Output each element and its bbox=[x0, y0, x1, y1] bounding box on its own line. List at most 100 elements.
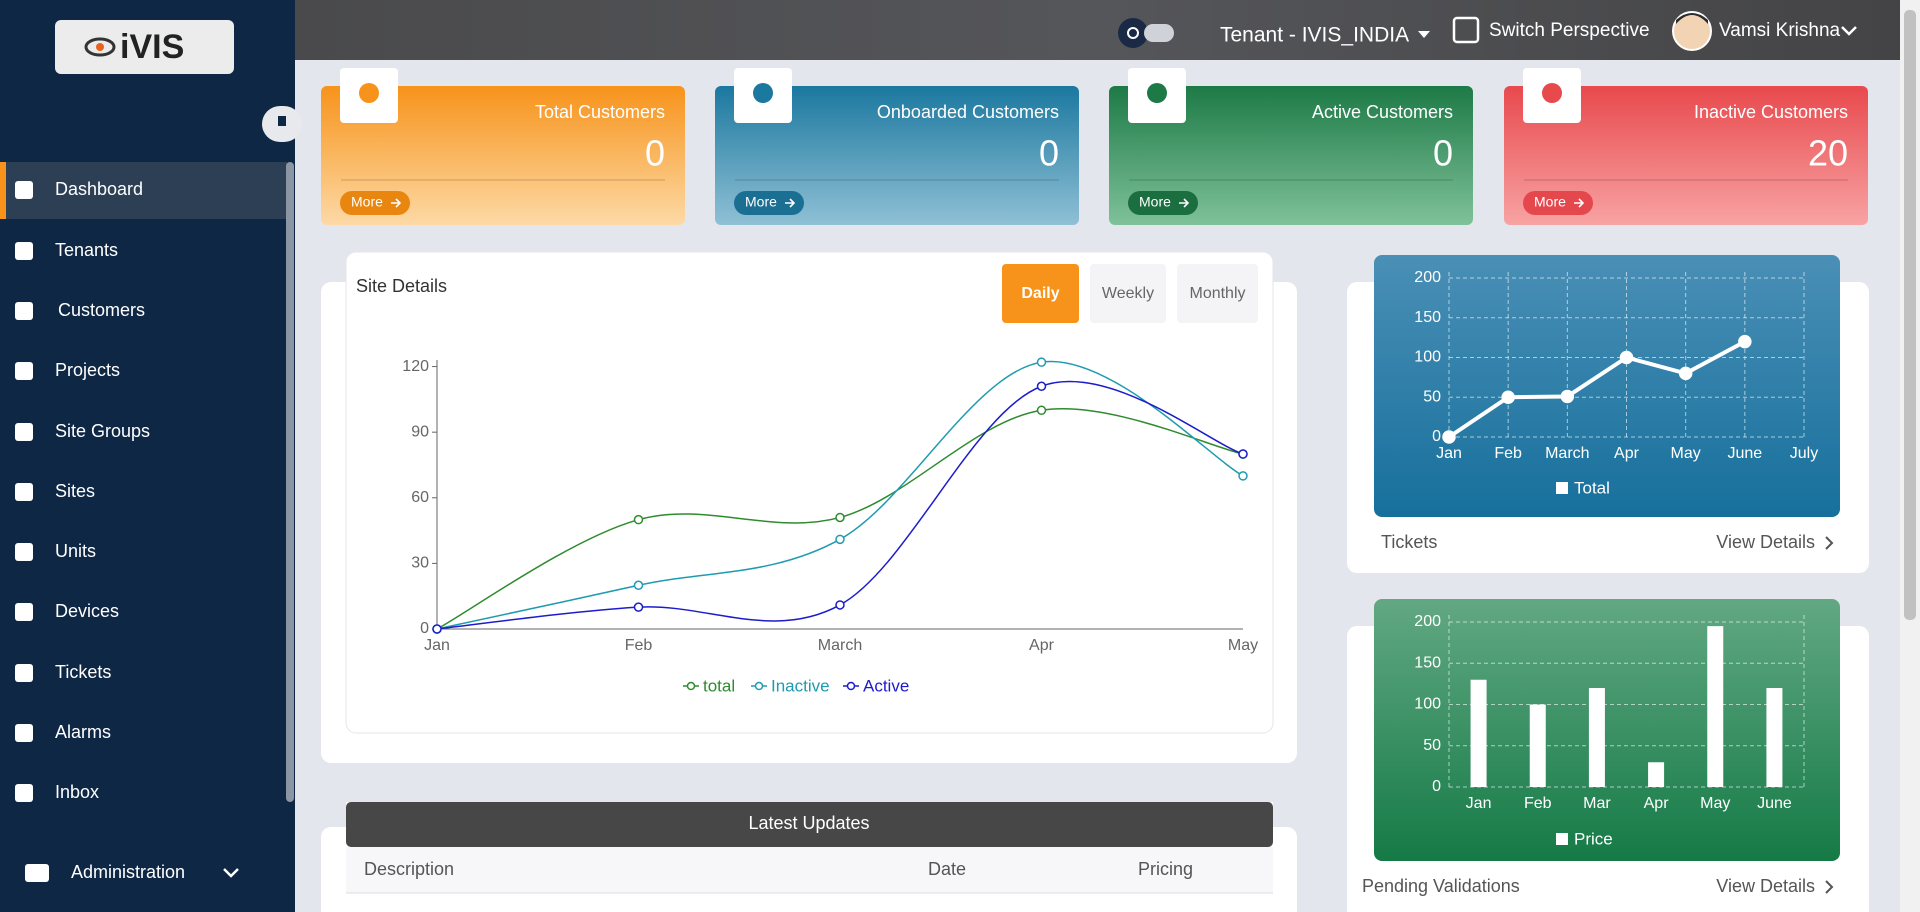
nav-item[interactable]: Units bbox=[55, 541, 96, 561]
x-tick-label: Mar bbox=[1583, 795, 1611, 812]
point bbox=[835, 512, 845, 523]
arrow bbox=[1574, 198, 1585, 208]
nav-item[interactable]: Tenants bbox=[55, 240, 118, 260]
tab[interactable] bbox=[1002, 264, 1079, 323]
more-label[interactable]: More bbox=[1534, 194, 1566, 210]
point bbox=[835, 600, 845, 610]
y-tick-label: 100 bbox=[1414, 696, 1441, 713]
y-tick-label: 150 bbox=[1414, 309, 1441, 326]
nav-item[interactable]: Alarms bbox=[55, 722, 111, 742]
more-button[interactable] bbox=[734, 191, 804, 215]
x-tick-label: Feb bbox=[1494, 445, 1522, 462]
y-tick-label: 200 bbox=[1414, 269, 1441, 286]
chevron bbox=[1841, 26, 1857, 36]
switch-perspective[interactable]: Switch Perspective bbox=[1489, 20, 1650, 41]
stat-card bbox=[1504, 86, 1868, 225]
nav-icon bbox=[15, 724, 33, 742]
view-details[interactable]: View Details bbox=[1716, 876, 1815, 896]
y-tick-label: 50 bbox=[1423, 388, 1441, 405]
tab-label[interactable]: Weekly bbox=[1102, 285, 1154, 302]
y-tick-label: 50 bbox=[1423, 737, 1441, 754]
card-value: 20 bbox=[1808, 133, 1848, 174]
card-icon bbox=[1542, 83, 1562, 103]
nav-icon bbox=[15, 302, 33, 320]
stat-card bbox=[715, 86, 1079, 225]
legend-marker bbox=[1556, 833, 1568, 845]
y-tick-label: 30 bbox=[411, 555, 429, 572]
more-button[interactable] bbox=[1523, 191, 1593, 215]
scroll-thumb[interactable] bbox=[1904, 10, 1916, 620]
point bbox=[1738, 334, 1752, 349]
pin-icon bbox=[278, 116, 286, 126]
view-details[interactable]: View Details bbox=[1716, 532, 1815, 552]
legend-label: Price bbox=[1574, 829, 1613, 848]
bar bbox=[1588, 688, 1605, 787]
nav-item[interactable]: Sites bbox=[55, 481, 95, 501]
line bbox=[436, 380, 1244, 630]
x-tick-label: March bbox=[818, 637, 862, 654]
y-tick-label: 200 bbox=[1414, 613, 1441, 630]
x-tick-label: Jan bbox=[1466, 795, 1492, 812]
nav-icon bbox=[15, 362, 33, 380]
nav-item[interactable]: Projects bbox=[55, 360, 120, 380]
x-tick-label: Jan bbox=[424, 637, 450, 654]
legend-label: Inactive bbox=[771, 676, 830, 695]
nav-icon bbox=[15, 784, 33, 802]
point bbox=[1501, 390, 1515, 404]
pending-chart-bg bbox=[1374, 599, 1840, 861]
more-label[interactable]: More bbox=[351, 194, 383, 210]
nav-icon bbox=[15, 242, 33, 260]
point bbox=[1036, 381, 1047, 391]
avatar[interactable] bbox=[1672, 11, 1712, 51]
bar bbox=[1529, 704, 1546, 787]
card-icon bbox=[753, 83, 773, 103]
tenant-select[interactable]: Tenant - IVIS_INDIA bbox=[1220, 24, 1409, 47]
legend-label: Total bbox=[1574, 478, 1610, 497]
legend-marker bbox=[686, 681, 696, 691]
point bbox=[1238, 471, 1248, 481]
nav-item[interactable]: Site Groups bbox=[55, 421, 150, 441]
x-tick-label: Apr bbox=[1614, 445, 1640, 462]
nav-item[interactable]: Customers bbox=[58, 300, 145, 320]
nav-icon bbox=[15, 483, 33, 501]
logo-pupil bbox=[96, 43, 104, 51]
tickets-chart-bg bbox=[1374, 255, 1840, 517]
nav-item[interactable]: Dashboard bbox=[55, 179, 143, 199]
point bbox=[1442, 430, 1456, 444]
tab[interactable] bbox=[1177, 264, 1258, 323]
x-tick-label: May bbox=[1671, 445, 1701, 462]
y-tick-label: 0 bbox=[1432, 428, 1441, 445]
x-tick-label: June bbox=[1757, 795, 1792, 812]
nav-item[interactable]: Tickets bbox=[55, 662, 111, 682]
avatar-hair bbox=[1676, 13, 1708, 24]
tab[interactable] bbox=[1090, 264, 1166, 323]
toggle[interactable] bbox=[1144, 24, 1174, 42]
user-name[interactable]: Vamsi Krishna bbox=[1719, 20, 1841, 41]
tab-label[interactable]: Monthly bbox=[1189, 285, 1245, 302]
nav-item[interactable]: Administration bbox=[71, 862, 185, 882]
more-label[interactable]: More bbox=[1139, 194, 1171, 210]
y-tick-label: 150 bbox=[1414, 654, 1441, 671]
card-icon bbox=[1147, 83, 1167, 103]
legend-label: total bbox=[703, 676, 735, 695]
y-tick-label: 120 bbox=[402, 358, 429, 375]
arrow bbox=[391, 198, 402, 208]
tab-label[interactable]: Daily bbox=[1021, 285, 1059, 302]
theme-icon[interactable] bbox=[1118, 18, 1148, 48]
more-button[interactable] bbox=[340, 191, 410, 215]
point bbox=[835, 534, 845, 545]
nav-icon bbox=[15, 543, 33, 561]
nav-icon bbox=[25, 864, 49, 882]
card-title: Onboarded Customers bbox=[877, 102, 1059, 122]
site-details-card bbox=[345, 251, 1274, 734]
nav-item[interactable]: Devices bbox=[55, 601, 119, 621]
more-button[interactable] bbox=[1128, 191, 1198, 215]
chevron bbox=[1825, 536, 1834, 550]
more-label[interactable]: More bbox=[745, 194, 777, 210]
sidebar-scrollbar bbox=[286, 162, 294, 802]
nav-item[interactable]: Inbox bbox=[55, 782, 99, 802]
nav-icon bbox=[15, 423, 33, 441]
x-tick-label: Feb bbox=[1524, 795, 1552, 812]
